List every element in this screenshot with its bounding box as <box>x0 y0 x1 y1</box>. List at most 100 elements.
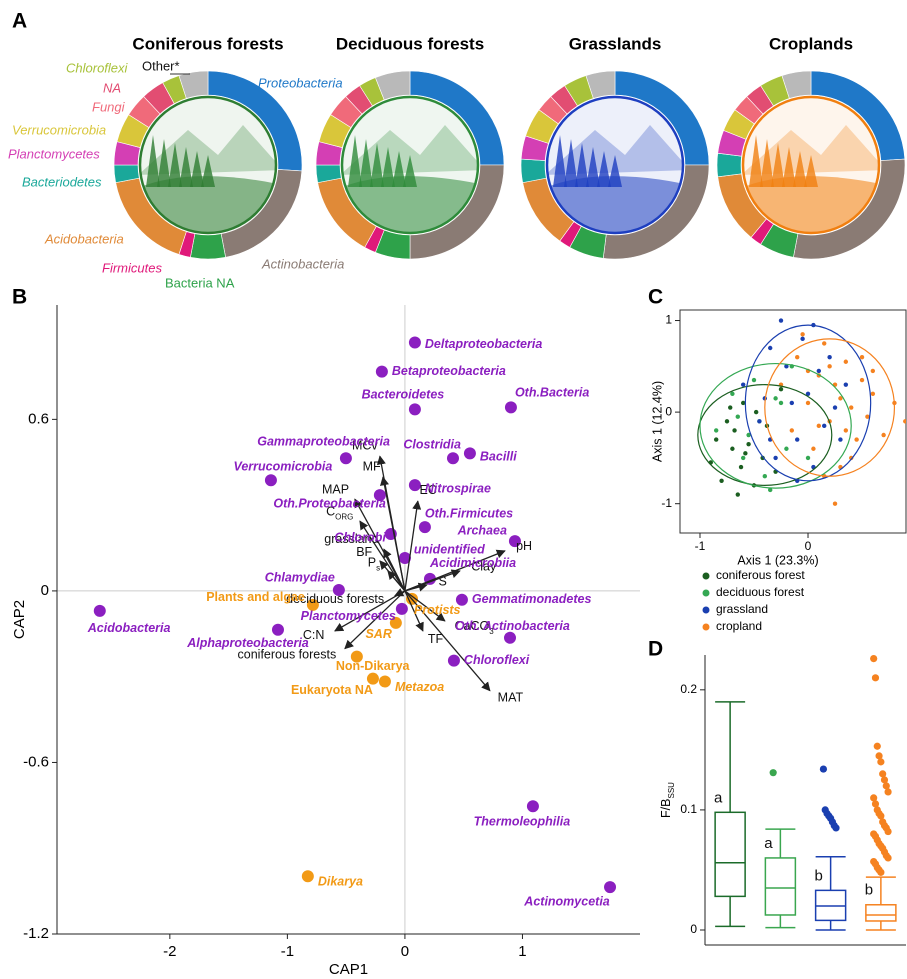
x-tick-label: 1 <box>518 943 526 960</box>
y-axis-label-main: F/B <box>659 799 673 818</box>
point <box>302 870 314 882</box>
point-label: Actinomycetia <box>523 894 609 908</box>
y-tick-label: 0.6 <box>28 410 49 427</box>
point <box>746 442 750 446</box>
point <box>871 369 875 373</box>
point <box>419 521 431 533</box>
legend-label: deciduous forest <box>716 585 805 599</box>
point <box>504 632 516 644</box>
point <box>822 341 826 345</box>
point <box>806 456 810 460</box>
frame <box>680 310 906 533</box>
y-tick-label: 0 <box>690 922 697 936</box>
outlier <box>884 828 891 835</box>
vector-label-sub: ORG <box>335 512 353 521</box>
y-tick-label: 1 <box>665 313 672 327</box>
point <box>754 410 758 414</box>
vector-label-main: P <box>368 556 376 570</box>
point-label: Bacilli <box>480 450 517 464</box>
panel-label: C <box>648 286 663 309</box>
segment-label: Other* <box>142 58 180 73</box>
segment-label: Fungi <box>92 99 126 114</box>
point <box>827 364 831 368</box>
y-axis-label: Axis 1 (12.4%) <box>650 381 664 462</box>
point <box>871 392 875 396</box>
point-label: Oth.Firmicutes <box>425 506 513 520</box>
point <box>736 414 740 418</box>
vector-label-sub: s <box>376 563 380 572</box>
point <box>763 474 767 478</box>
point <box>376 366 388 378</box>
point <box>396 603 408 615</box>
point-label: Betaproteobacteria <box>392 364 506 378</box>
point-label: Clostridia <box>403 438 461 452</box>
legend-label: cropland <box>716 619 762 633</box>
point <box>800 332 804 336</box>
outlier <box>874 743 881 750</box>
point <box>94 605 106 617</box>
point-label: Alphaproteobacteria <box>186 636 309 650</box>
box <box>765 858 795 915</box>
point-label: Chlorobi <box>334 530 386 544</box>
outlier <box>832 824 839 831</box>
point <box>730 392 734 396</box>
segment-label: Bacteria NA <box>165 275 235 290</box>
legend-label: grassland <box>716 602 768 616</box>
vector-label-main: TF <box>428 632 444 646</box>
point <box>505 401 517 413</box>
outlier <box>877 758 884 765</box>
y-tick-label: -1.2 <box>23 925 49 942</box>
vector-label: TF <box>428 632 444 646</box>
box <box>866 905 896 921</box>
point-label: Acidobacteria <box>87 621 171 635</box>
point-label: Planctomycetes <box>301 609 396 623</box>
outlier <box>877 869 884 876</box>
significance-letter: a <box>714 789 723 806</box>
point <box>409 336 421 348</box>
point <box>757 419 761 423</box>
point-label: Oth.Bacteria <box>515 386 589 400</box>
point-label: Verrucomicrobia <box>233 460 332 474</box>
legend-swatch <box>703 624 710 631</box>
point-label: Metazoa <box>395 680 444 694</box>
y-tick-label: 0.1 <box>680 802 697 816</box>
point <box>779 387 783 391</box>
vector-label: pH <box>516 539 532 553</box>
point-label: Bacteroidetes <box>362 388 445 402</box>
point <box>725 419 729 423</box>
box <box>715 812 745 896</box>
point <box>844 428 848 432</box>
point <box>272 624 284 636</box>
point <box>379 676 391 688</box>
point <box>752 378 756 382</box>
figure: AConiferous forestsDeciduous forestsGras… <box>0 0 907 979</box>
point-label: Protists <box>414 603 461 617</box>
point <box>795 355 799 359</box>
panel-label: A <box>12 10 27 33</box>
point-label: unidentified <box>414 542 485 556</box>
panel-label: B <box>12 286 27 309</box>
x-tick-label: -2 <box>163 943 176 960</box>
donut-segment <box>190 234 225 259</box>
y-tick-label: 0 <box>665 404 672 418</box>
legend-swatch <box>703 590 710 597</box>
segment-label: NA <box>103 80 121 95</box>
donut-title: Coniferous forests <box>132 34 283 53</box>
significance-letter: b <box>814 867 822 884</box>
point <box>838 396 842 400</box>
point <box>811 447 815 451</box>
donut-title: Deciduous forests <box>336 34 484 53</box>
outlier <box>884 854 891 861</box>
point <box>743 451 747 455</box>
point <box>833 405 837 409</box>
segment-label: Actinobacteria <box>261 256 344 271</box>
point <box>447 452 459 464</box>
segment-label: Planctomycetes <box>8 146 100 161</box>
y-tick-label: -0.6 <box>23 753 49 770</box>
point-label: Chlamydiae <box>265 570 335 584</box>
point <box>795 437 799 441</box>
outlier <box>884 788 891 795</box>
point-label: Deltaproteobacteria <box>425 337 542 351</box>
x-axis-label: Axis 1 (23.3%) <box>737 553 818 567</box>
point <box>790 428 794 432</box>
